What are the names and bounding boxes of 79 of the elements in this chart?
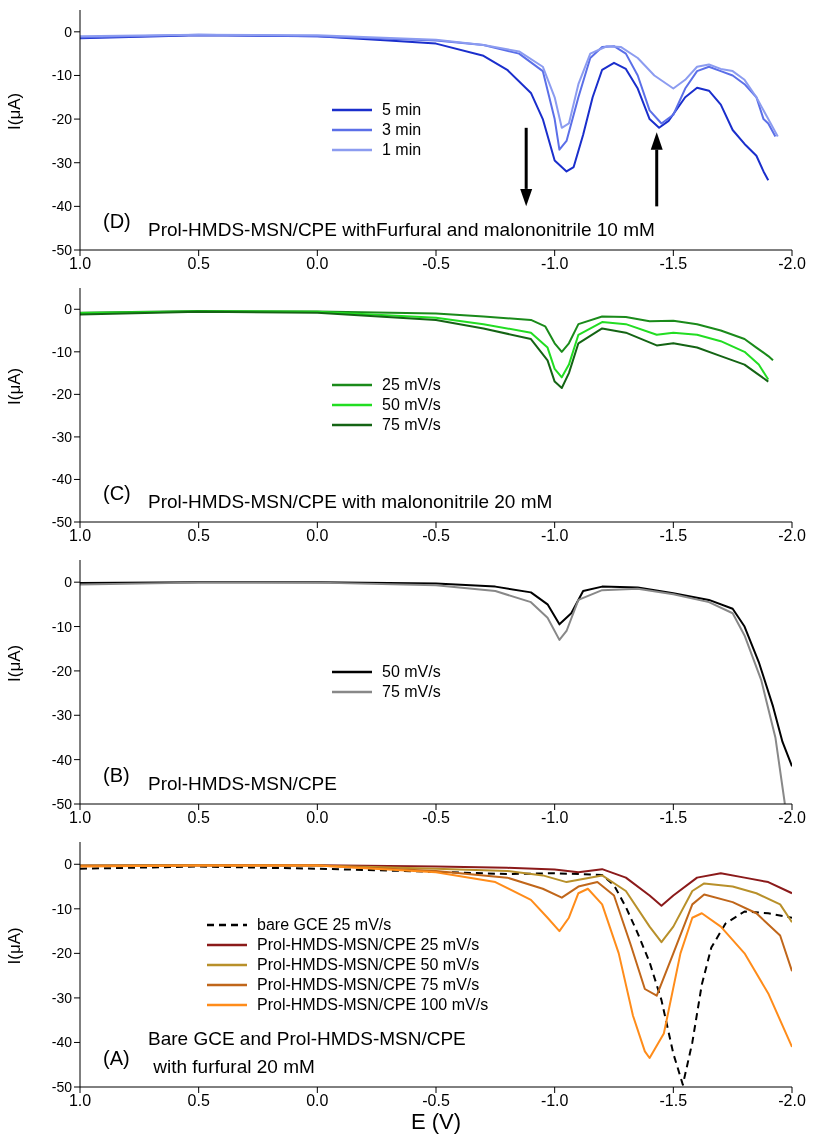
x-tick-label: -1.0 [540,1092,569,1110]
annotation: (C) [103,482,131,505]
x-tick-label: 1.0 [68,255,92,273]
x-tick-label: -1.0 [540,255,569,273]
y-tick-label: 0 [64,301,73,318]
annotation: Prol-HMDS-MSN/CPE withFurfural and malononitrile 10 mM [148,218,655,242]
legend-label: 50 mV/s [382,663,441,681]
y-tick-label: 0 [64,856,73,873]
legend-label: Prol-HMDS-MSN/CPE 100 mV/s [257,995,489,1014]
y-tick-label: -30 [51,707,73,724]
legend-label: bare GCE 25 mV/s [257,915,392,934]
x-tick-label: 0.5 [187,809,210,827]
y-tick-label: -50 [51,241,73,258]
legend-label: Prol-HMDS-MSN/CPE 25 mV/s [257,935,480,954]
y-tick-label: -40 [51,198,73,215]
x-tick-label: 0.5 [187,255,210,273]
x-tick-label: 0.0 [306,1092,329,1110]
y-axis-title: I(μA) [5,92,25,130]
legend-label: 3 min [382,121,422,139]
legend-label: Prol-HMDS-MSN/CPE 75 mV/s [257,975,480,994]
x-tick-label: 1.0 [68,809,92,827]
y-tick-label: -20 [51,945,73,962]
y-tick-label: -20 [51,111,73,128]
y-tick-label: -50 [51,513,73,530]
x-tick-label: -2.0 [778,809,806,827]
y-axis-title: I(μA) [5,927,25,965]
x-tick-label: 0.0 [306,255,329,273]
x-axis-title: E (V) [410,1109,462,1134]
y-tick-label: -20 [51,662,73,679]
y-tick-label: -10 [51,900,73,917]
x-tick-label: 1.0 [68,1092,92,1110]
annotation: (B) [103,764,130,787]
x-tick-label: -1.5 [659,1092,688,1110]
x-tick-label: -1.5 [659,527,688,545]
x-tick-label: -1.0 [540,527,569,545]
y-tick-label: -40 [51,751,73,768]
y-tick-label: -10 [51,618,73,635]
y-tick-label: -50 [51,795,73,812]
annotation: (D) [103,210,131,233]
annotation: (A) [103,1047,130,1070]
x-tick-label: -0.5 [422,255,450,273]
y-tick-label: -30 [51,428,73,445]
x-tick-label: 0.5 [187,1092,210,1110]
y-tick-label: -50 [51,1078,73,1095]
y-tick-label: -20 [51,386,73,403]
y-tick-label: 0 [64,574,73,591]
x-tick-label: -2.0 [778,527,806,545]
x-tick-label: 0.0 [306,809,329,827]
annotation: Prol-HMDS-MSN/CPE [148,772,337,796]
x-tick-label: -2.0 [778,255,806,273]
annotation: Prol-HMDS-MSN/CPE with malononitrile 20 mM [148,490,553,514]
legend-label: 50 mV/s [382,396,441,414]
y-tick-label: -10 [51,343,73,360]
x-tick-label: -1.5 [659,809,688,827]
legend-label: 75 mV/s [382,416,441,434]
y-tick-label: -30 [51,989,73,1006]
legend-label: 1 min [382,141,422,159]
y-axis-title: I(μA) [5,644,25,682]
x-tick-label: -0.5 [422,1092,450,1110]
legend-label: 75 mV/s [382,683,441,701]
x-tick-label: -1.0 [540,809,569,827]
x-tick-label: 1.0 [68,527,92,545]
legend-label: 25 mV/s [382,376,441,394]
annotation: Bare GCE and Prol-HMDS-MSN/CPE with furfural 20 mM [148,1027,466,1079]
y-tick-label: -10 [51,67,73,84]
y-tick-label: -30 [51,154,73,171]
y-tick-label: -40 [51,1034,73,1051]
legend-label: 5 min [382,101,422,119]
x-tick-label: -1.5 [659,255,688,273]
x-tick-label: -2.0 [778,1092,806,1110]
x-tick-label: 0.5 [187,527,210,545]
x-tick-label: -0.5 [422,527,450,545]
y-tick-label: 0 [64,23,73,40]
legend-label: Prol-HMDS-MSN/CPE 50 mV/s [257,955,480,974]
x-tick-label: 0.0 [306,527,329,545]
y-axis-title: I(μA) [5,367,25,405]
x-tick-label: -0.5 [422,809,450,827]
y-tick-label: -40 [51,471,73,488]
line-series [80,581,786,804]
